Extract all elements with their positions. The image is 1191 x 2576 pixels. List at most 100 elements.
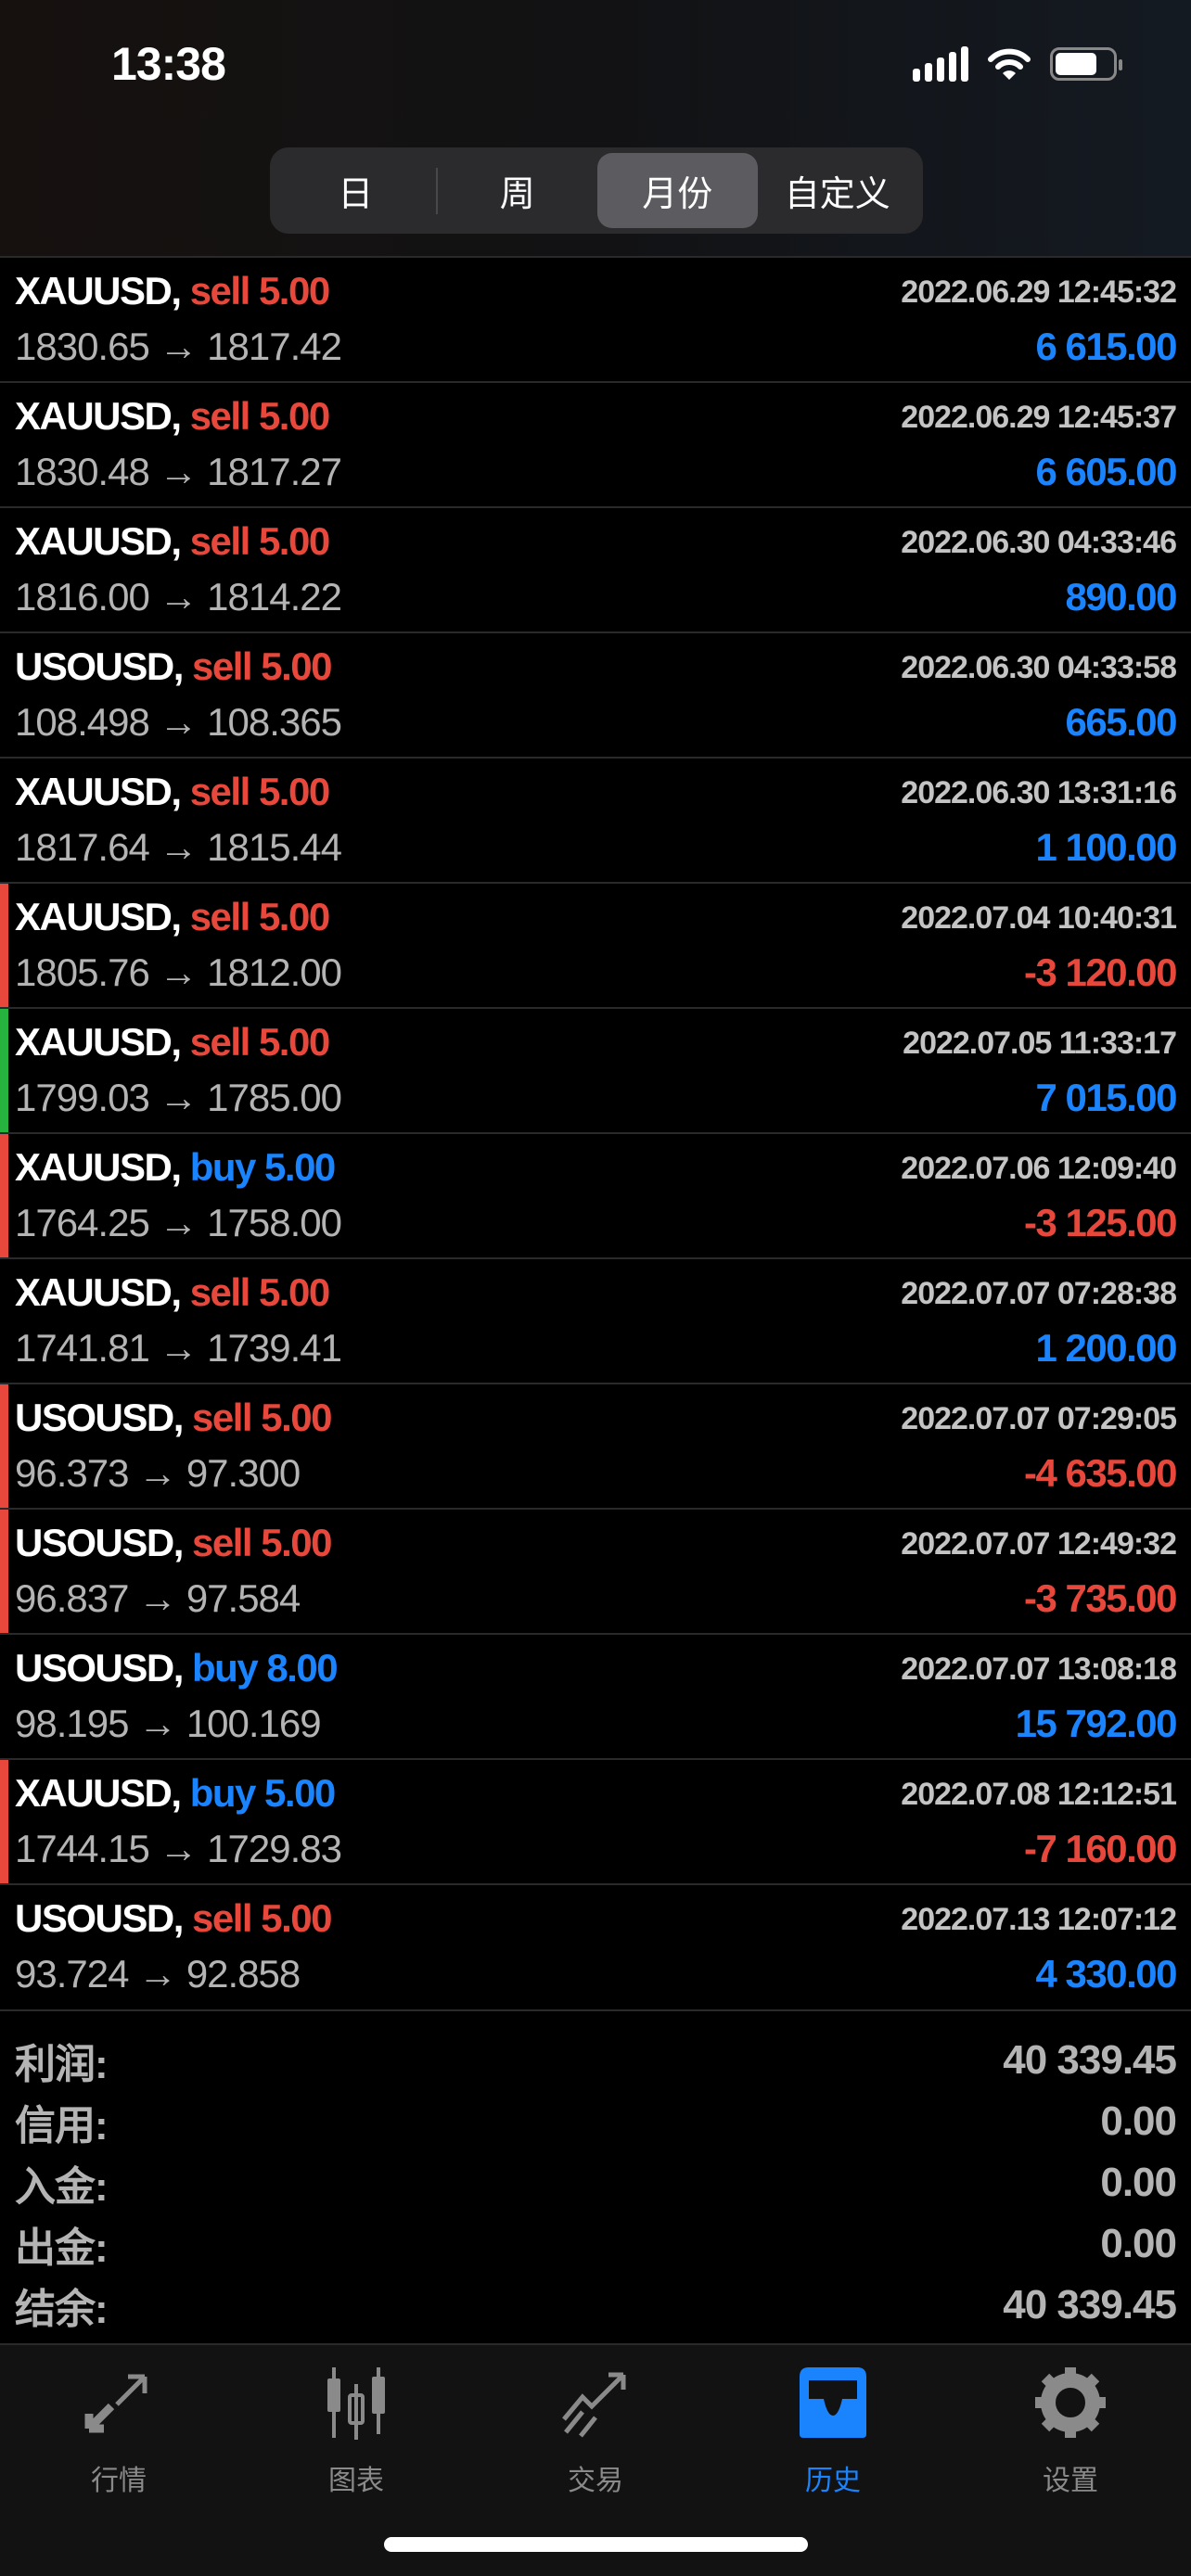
side: sell	[189, 770, 251, 813]
symbol: USOUSD,	[15, 644, 184, 688]
symbol: USOUSD,	[15, 1646, 184, 1690]
volume: 5.00	[258, 1020, 330, 1064]
close-price: 1739.41	[207, 1326, 342, 1370]
deal-profit: 15 792.00	[1015, 1702, 1178, 1745]
close-price: 1817.27	[207, 450, 342, 493]
arrow-icon: →	[159, 825, 198, 869]
deal-row[interactable]: XAUUSD, buy 5.00 2022.07.08 12:12:51 1744.…	[0, 1758, 1191, 1883]
close-price: 100.169	[186, 1702, 322, 1745]
deal-side: buy 8.00	[192, 1646, 339, 1690]
tab-quotes[interactable]: 行情	[45, 2364, 193, 2498]
side: sell	[189, 519, 251, 563]
summary-value: 0.00	[1100, 2160, 1177, 2205]
deal-side: sell 5.00	[192, 1521, 332, 1564]
tab-label: 设置	[1043, 2466, 1098, 2496]
arrow-icon: →	[159, 1201, 198, 1244]
tab-label: 历史	[805, 2466, 861, 2496]
deal-row[interactable]: USOUSD, sell 5.00 2022.07.07 07:29:05 96.3…	[0, 1383, 1191, 1508]
summary-label: 利润:	[15, 2042, 109, 2087]
tab-settings[interactable]: 设置	[996, 2364, 1145, 2498]
symbol: XAUUSD,	[15, 269, 182, 312]
arrow-icon: →	[159, 325, 198, 368]
open-price: 1744.15	[15, 1827, 150, 1870]
deal-profit: 890.00	[1065, 575, 1178, 618]
close-price: 1729.83	[207, 1827, 342, 1870]
tab-trade[interactable]: 交易	[521, 2364, 670, 2498]
deals-list: XAUUSD, sell 5.00 2022.06.29 12:45:32 1830…	[0, 256, 1191, 2009]
deal-row[interactable]: XAUUSD, sell 5.00 2022.06.29 12:45:37 1830…	[0, 381, 1191, 506]
header: 13:38 日 周 月份 自定义	[0, 0, 1191, 256]
volume: 5.00	[264, 1771, 336, 1815]
summary-value: 40 339.45	[1003, 2037, 1177, 2083]
tab-month[interactable]: 月份	[597, 153, 758, 228]
tab-label: 图表	[328, 2466, 384, 2496]
status-icons	[913, 46, 1122, 82]
deal-row[interactable]: XAUUSD, sell 5.00 2022.06.30 04:33:46 1816…	[0, 506, 1191, 631]
deal-row[interactable]: USOUSD, buy 8.00 2022.07.07 13:08:18 98.19…	[0, 1633, 1191, 1758]
deal-side: sell 5.00	[192, 1396, 332, 1439]
deal-symbol: XAUUSD, sell 5.00	[15, 1020, 330, 1065]
arrow-icon: →	[159, 575, 198, 618]
deal-symbol: XAUUSD, sell 5.00	[15, 895, 330, 939]
close-price: 1758.00	[207, 1201, 342, 1244]
deal-prices: 98.195 → 100.169	[15, 1702, 322, 1746]
close-price: 92.858	[186, 1952, 301, 1996]
deal-row[interactable]: XAUUSD, buy 5.00 2022.07.06 12:09:40 1764.…	[0, 1132, 1191, 1257]
volume: 5.00	[261, 1396, 332, 1439]
arrow-icon: →	[138, 1952, 177, 1996]
open-price: 96.373	[15, 1451, 129, 1495]
deal-profit: -3 735.00	[1024, 1576, 1177, 1620]
deal-row[interactable]: USOUSD, sell 5.00 2022.06.30 04:33:58 108.…	[0, 631, 1191, 757]
side: buy	[192, 1646, 259, 1690]
deal-date: 2022.06.30 04:33:58	[901, 650, 1177, 685]
open-price: 1816.00	[15, 575, 150, 618]
volume: 5.00	[258, 895, 330, 938]
deal-profit: 7 015.00	[1035, 1076, 1178, 1119]
deal-side: sell 5.00	[189, 519, 330, 563]
tab-charts[interactable]: 图表	[282, 2364, 430, 2498]
deal-prices: 96.837 → 97.584	[15, 1576, 301, 1621]
open-price: 1817.64	[15, 825, 150, 869]
deal-row[interactable]: USOUSD, sell 5.00 2022.07.13 12:07:12 93.7…	[0, 1883, 1191, 2009]
deal-row[interactable]: XAUUSD, sell 5.00 2022.07.05 11:33:17 1799…	[0, 1007, 1191, 1132]
deal-row[interactable]: XAUUSD, sell 5.00 2022.06.30 13:31:16 1817…	[0, 757, 1191, 882]
deal-symbol: USOUSD, sell 5.00	[15, 644, 333, 689]
deal-prices: 93.724 → 92.858	[15, 1952, 301, 1996]
close-price: 1812.00	[207, 950, 342, 994]
summary-profit: 利润: 40 339.45	[0, 2030, 1191, 2091]
tab-week[interactable]: 周	[499, 175, 535, 214]
deal-profit: 1 200.00	[1035, 1326, 1178, 1370]
status-time: 13:38	[111, 38, 226, 90]
volume: 5.00	[261, 644, 332, 688]
deal-symbol: USOUSD, buy 8.00	[15, 1646, 339, 1690]
arrow-icon: →	[159, 450, 198, 493]
symbol: XAUUSD,	[15, 394, 182, 438]
deal-date: 2022.07.13 12:07:12	[901, 1902, 1177, 1937]
summary-label: 入金:	[15, 2164, 109, 2210]
summary-label: 出金:	[15, 2225, 109, 2271]
deal-profit: -7 160.00	[1024, 1827, 1177, 1870]
deal-prices: 1764.25 → 1758.00	[15, 1201, 342, 1245]
arrow-icon: →	[159, 1326, 198, 1370]
tab-day[interactable]: 日	[338, 175, 374, 214]
arrow-icon: →	[159, 950, 198, 994]
home-indicator[interactable]	[384, 2537, 808, 2552]
open-price: 1805.76	[15, 950, 150, 994]
symbol: XAUUSD,	[15, 770, 182, 813]
deal-row[interactable]: USOUSD, sell 5.00 2022.07.07 12:49:32 96.8…	[0, 1508, 1191, 1633]
deal-row[interactable]: XAUUSD, sell 5.00 2022.06.29 12:45:32 1830…	[0, 256, 1191, 381]
tab-history[interactable]: 历史	[759, 2364, 907, 2498]
deal-date: 2022.07.05 11:33:17	[903, 1026, 1177, 1061]
deal-marker	[0, 1760, 8, 1883]
tab-label: 行情	[91, 2466, 147, 2496]
deal-prices: 1830.48 → 1817.27	[15, 450, 342, 494]
volume: 5.00	[261, 1521, 332, 1564]
deal-row[interactable]: XAUUSD, sell 5.00 2022.07.07 07:28:38 1741…	[0, 1257, 1191, 1383]
deal-row[interactable]: XAUUSD, sell 5.00 2022.07.04 10:40:31 1805…	[0, 882, 1191, 1007]
deal-side: sell 5.00	[190, 1270, 330, 1314]
summary-credit: 信用: 0.00	[0, 2091, 1191, 2152]
side: sell	[192, 1896, 253, 1940]
volume: 8.00	[266, 1646, 338, 1690]
tab-custom[interactable]: 自定义	[784, 175, 890, 214]
deal-date: 2022.06.29 12:45:32	[901, 274, 1177, 310]
